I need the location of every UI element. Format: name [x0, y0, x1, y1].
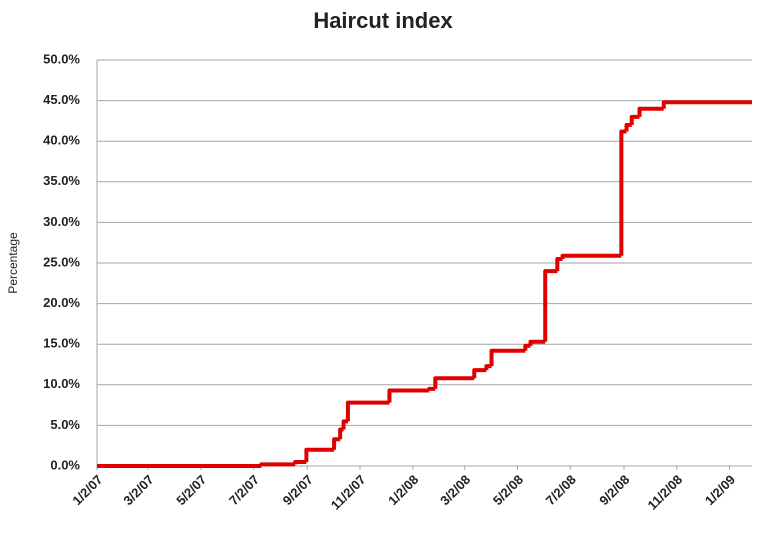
y-tick-label: 35.0% — [43, 173, 80, 188]
step-segment — [523, 343, 531, 351]
x-tick-label: 1/2/08 — [385, 472, 421, 508]
x-tick-label: 7/2/07 — [226, 472, 262, 508]
step-segment — [293, 459, 307, 465]
step-segment — [433, 376, 475, 389]
step-segment — [472, 368, 487, 379]
chart-title: Haircut index — [313, 8, 453, 33]
step-segment — [624, 122, 632, 132]
step-segment — [661, 100, 752, 109]
step-segment — [489, 348, 526, 367]
y-tick-label: 15.0% — [43, 336, 80, 351]
step-segment — [560, 253, 622, 259]
x-tick-label: 7/2/08 — [543, 472, 579, 508]
step-segment — [332, 437, 341, 450]
y-tick-label: 50.0% — [43, 51, 80, 66]
step-segment — [555, 256, 563, 272]
step-segment — [484, 364, 492, 371]
x-tick-label: 1/2/07 — [69, 472, 105, 508]
x-tick-label: 9/2/07 — [280, 472, 316, 508]
step-segment — [345, 400, 390, 422]
step-segment — [427, 386, 436, 391]
x-tick-label: 9/2/08 — [596, 472, 632, 508]
step-segment — [304, 447, 335, 462]
y-tick-label: 30.0% — [43, 214, 80, 229]
step-segment — [259, 462, 296, 467]
y-tick-label: 5.0% — [50, 417, 80, 432]
y-tick-label: 0.0% — [50, 457, 80, 472]
y-tick-label: 40.0% — [43, 133, 80, 148]
y-tick-label: 25.0% — [43, 254, 80, 269]
x-tick-label: 11/2/08 — [645, 472, 686, 513]
x-tick-label: 1/2/09 — [702, 472, 738, 508]
step-segment — [629, 114, 640, 125]
y-tick-label: 45.0% — [43, 92, 80, 107]
x-tick-label: 3/2/08 — [437, 472, 473, 508]
x-tick-label: 3/2/07 — [120, 472, 156, 508]
y-tick-label: 10.0% — [43, 376, 80, 391]
step-segment — [619, 129, 627, 256]
step-segment — [387, 388, 430, 403]
x-tick-label: 5/2/07 — [173, 472, 209, 508]
x-tick-label: 5/2/08 — [490, 472, 526, 508]
step-segment — [528, 339, 546, 346]
x-tick-label: 11/2/07 — [328, 472, 369, 513]
y-axis-title: Percentage — [6, 232, 20, 294]
step-segment — [543, 269, 558, 342]
step-segment — [338, 427, 344, 440]
step-segment — [637, 106, 664, 117]
y-tick-label: 20.0% — [43, 295, 80, 310]
